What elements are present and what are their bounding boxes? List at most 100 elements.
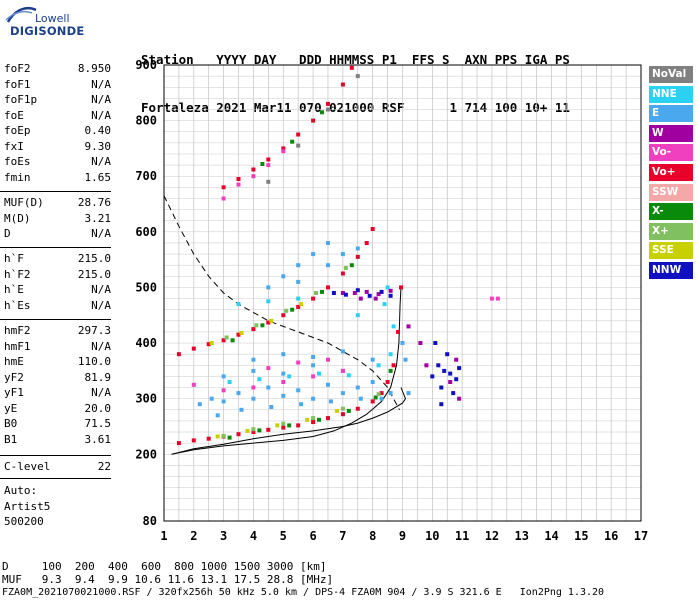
chart-grid bbox=[163, 64, 642, 521]
param-name: foF1 bbox=[4, 77, 31, 91]
auto-label: Auto: bbox=[4, 484, 38, 497]
y-tick-label: 80 bbox=[143, 514, 157, 528]
param-value: 9.30 bbox=[84, 139, 112, 153]
param-value: N/A bbox=[91, 93, 111, 106]
point-nnw bbox=[436, 363, 441, 368]
param-value: N/A bbox=[91, 298, 111, 312]
point-nnw bbox=[451, 391, 456, 396]
point-vo bbox=[266, 427, 271, 432]
point-e bbox=[221, 399, 226, 404]
point-vo bbox=[311, 296, 316, 301]
point-e bbox=[251, 396, 256, 401]
point-w bbox=[418, 341, 423, 345]
point-x bbox=[346, 408, 351, 413]
point-vo bbox=[396, 329, 400, 334]
point-nnw bbox=[439, 402, 444, 407]
param-name: hmF2 bbox=[4, 324, 31, 337]
param-row-hes: h`Es N/A bbox=[4, 299, 111, 314]
x-tick-label: 9 bbox=[399, 529, 406, 543]
point-x bbox=[281, 421, 286, 426]
point-vo bbox=[221, 338, 226, 343]
point-e bbox=[299, 402, 304, 407]
param-name: yF1 bbox=[4, 386, 24, 399]
point-vo bbox=[236, 332, 241, 337]
point-w bbox=[388, 288, 393, 293]
point-e bbox=[403, 357, 408, 362]
curve-solid-left bbox=[171, 287, 402, 455]
point-x bbox=[311, 416, 316, 421]
point-e bbox=[355, 385, 360, 390]
point-vo bbox=[266, 366, 271, 371]
point-e bbox=[326, 382, 330, 387]
point-vo bbox=[281, 313, 286, 318]
param-row-b0: B0 71.5 bbox=[4, 417, 111, 432]
point-sse bbox=[209, 341, 214, 345]
point-nne bbox=[266, 299, 271, 304]
point-e bbox=[406, 391, 411, 396]
param-name: yF2 bbox=[4, 370, 24, 384]
point-vo bbox=[191, 346, 196, 351]
point-nnw bbox=[367, 293, 372, 298]
param-row-hf: h`F 215.0 bbox=[4, 252, 111, 267]
separator-line bbox=[0, 478, 111, 479]
param-name: foF1p bbox=[4, 93, 38, 106]
separator-line bbox=[0, 247, 111, 248]
point-vo bbox=[296, 132, 301, 137]
separator-line bbox=[0, 319, 111, 320]
point-sse bbox=[334, 408, 339, 413]
point-w bbox=[448, 380, 453, 384]
param-row-md: M(D) 3.21 bbox=[4, 212, 111, 227]
point-nnw bbox=[355, 288, 360, 293]
param-name: foEp bbox=[4, 124, 31, 137]
param-row-hmf1: hmF1 N/A bbox=[4, 340, 111, 355]
point-vo bbox=[340, 412, 345, 417]
point-w bbox=[457, 396, 462, 401]
param-row-hmf2: hmF2 297.3 bbox=[4, 324, 111, 339]
point-sse bbox=[305, 417, 310, 422]
point-vo bbox=[191, 382, 196, 387]
legend-item-x: X+ bbox=[649, 222, 693, 240]
legend-item-nnw: NNW bbox=[649, 262, 693, 279]
legend-item-w: W bbox=[649, 124, 693, 142]
param-row-clevel: C-level 22 bbox=[4, 460, 111, 475]
y-tick-label: 700 bbox=[135, 169, 157, 183]
header: Station YYYY DAY DDD HHMMSS P1 FFS S AXN… bbox=[141, 20, 570, 132]
point-nnw bbox=[430, 374, 435, 379]
param-row-d: D N/A bbox=[4, 227, 111, 242]
footer-distance: D 100 200 400 600 800 1000 1500 3000 [km… bbox=[2, 560, 327, 573]
point-vo bbox=[391, 363, 396, 368]
logo-digisonde: DIGISONDE bbox=[10, 24, 85, 38]
header-line1: Station YYYY DAY DDD HHMMSS P1 FFS S AXN… bbox=[141, 52, 570, 67]
point-vo bbox=[385, 380, 390, 384]
param-name: foEs bbox=[4, 155, 31, 168]
point-e bbox=[221, 374, 226, 379]
param-value: 20.0 bbox=[84, 401, 112, 415]
x-tick-label: 15 bbox=[574, 529, 588, 543]
param-value: 22 bbox=[97, 460, 111, 473]
x-tick-label: 17 bbox=[634, 529, 648, 543]
point-vo bbox=[206, 436, 211, 441]
legend-item-noval: NoVal bbox=[649, 66, 693, 83]
point-nne bbox=[388, 352, 393, 357]
point-e bbox=[311, 363, 316, 368]
point-vo bbox=[281, 380, 286, 384]
param-value: 28.76 bbox=[77, 196, 111, 209]
legend-item-ssw: SSW bbox=[649, 183, 693, 201]
point-sse bbox=[269, 318, 274, 323]
x-tick-label: 3 bbox=[220, 529, 227, 543]
point-nne bbox=[257, 377, 262, 382]
param-row-fxi: fxI 9.30 bbox=[4, 140, 111, 155]
point-vo bbox=[281, 146, 286, 151]
param-name: hmE bbox=[4, 355, 24, 368]
point-vo bbox=[379, 391, 384, 396]
param-value: N/A bbox=[91, 227, 111, 240]
param-value: 297.3 bbox=[77, 324, 111, 337]
param-row-fof1p: foF1p N/A bbox=[4, 93, 111, 108]
ionogram-chart: 1 2 3 4 5 6 7 8 9 10 11 12 13 14 15 16 17802003004005006… bbox=[135, 58, 648, 543]
param-value: 1.65 bbox=[84, 170, 112, 184]
point-vo bbox=[364, 241, 369, 245]
point-vo bbox=[251, 167, 256, 172]
param-name: B1 bbox=[4, 432, 18, 446]
point-nne bbox=[296, 296, 301, 301]
point-vo bbox=[281, 425, 286, 430]
